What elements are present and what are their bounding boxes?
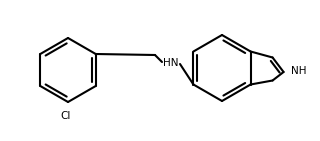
Text: HN: HN (163, 58, 179, 68)
Text: NH: NH (291, 66, 306, 76)
Text: Cl: Cl (61, 111, 71, 121)
